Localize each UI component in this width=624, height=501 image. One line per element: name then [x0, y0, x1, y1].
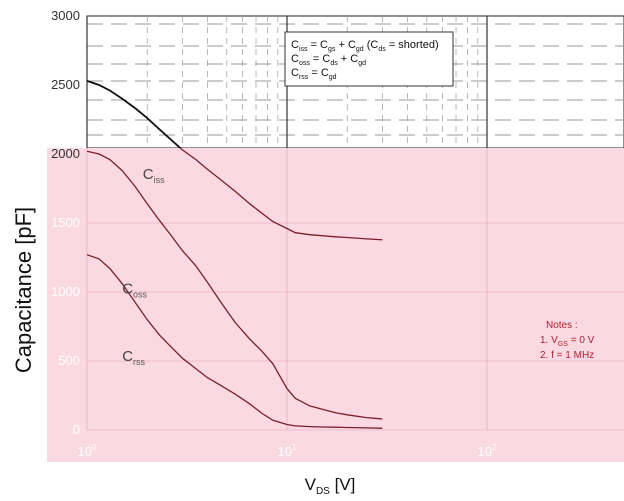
- y-tick-label-0: 0: [73, 422, 80, 437]
- x-tick-label-0: 100: [78, 443, 97, 459]
- note-sub-1-1: GS: [558, 341, 568, 348]
- legend-sub-0-1: iss: [299, 46, 308, 53]
- legend-sub-2-3: gd: [329, 74, 337, 81]
- series-lines: [87, 80, 383, 429]
- series-label-sub-2: rss: [133, 357, 145, 367]
- y-tick-label-4: 2000: [51, 146, 80, 161]
- legend-text-0-0: C: [291, 39, 299, 51]
- x-axis-title-main: V: [305, 475, 317, 494]
- legend-text-0-6: (C: [364, 39, 379, 51]
- series-label-1: Coss: [122, 280, 147, 299]
- legend-sub-0-3: gs: [328, 46, 336, 53]
- legend-text-2-2: = C: [308, 67, 329, 79]
- legend-sub-0-7: ds: [378, 46, 386, 53]
- series-line-upper-0: [87, 80, 182, 148]
- legend-text-1-4: + C: [338, 53, 359, 65]
- legend-sub-1-3: ds: [330, 60, 338, 67]
- legend-sub-0-5: gd: [356, 46, 364, 53]
- legend-line-0: Ciss = Cgs + Cgd (Cds = shorted): [291, 39, 439, 53]
- series-label-sub-1: oss: [133, 289, 148, 299]
- x-tick-base-2: 10: [478, 444, 492, 459]
- series-label-2: Crss: [122, 348, 145, 367]
- y-tick-label-5: 2500: [51, 77, 80, 92]
- series-label-main-0: C: [143, 166, 154, 183]
- legend-text-1-2: = C: [310, 53, 331, 65]
- x-tick-exp-2: 2: [492, 443, 497, 452]
- x-tick-base-1: 10: [278, 444, 292, 459]
- x-tick-label-1: 101: [278, 443, 297, 459]
- series-label-0: Ciss: [143, 166, 165, 185]
- series-label-sub-0: iss: [154, 175, 165, 185]
- y-tick-label-6: 3000: [51, 8, 80, 23]
- note-text-1-0: 1. V: [540, 335, 558, 346]
- y-tick-label-3: 1500: [51, 215, 80, 230]
- note-text-1-2: = 0 V: [568, 335, 595, 346]
- note-line-0: Notes :: [546, 320, 578, 331]
- legend-text-0-8: = shorted): [386, 39, 439, 51]
- series-line-2: [87, 254, 383, 429]
- x-tick-exp-0: 0: [92, 443, 97, 452]
- legend-frame: [284, 31, 454, 87]
- legend-line-2: Crss = Cgd: [291, 67, 337, 81]
- series-label-main-1: C: [122, 280, 133, 297]
- legend-text-1-0: C: [291, 53, 299, 65]
- x-axis-title-sub: DS: [316, 486, 330, 497]
- legend-box: Ciss = Cgs + Cgd (Cds = shorted)Coss = C…: [284, 31, 454, 87]
- x-axis-title-unit: [V]: [330, 475, 356, 494]
- note-text-0-0: Notes :: [546, 320, 578, 331]
- y-tick-label-1: 500: [58, 353, 80, 368]
- series-line-1: [87, 150, 383, 420]
- note-line-1: 1. VGS = 0 V: [540, 335, 595, 348]
- note-line-2: 2. f = 1 MHz: [540, 350, 594, 361]
- legend-sub-2-1: rss: [299, 74, 309, 81]
- x-tick-exp-1: 1: [292, 443, 297, 452]
- series-label-main-2: C: [122, 348, 133, 365]
- legend-sub-1-5: gd: [358, 60, 366, 67]
- legend-text-0-2: = C: [308, 39, 329, 51]
- notes-block: Notes : 1. VGS = 0 V 2. f = 1 MHz: [540, 320, 595, 361]
- y-axis-title: Capacitance [pF]: [11, 207, 36, 373]
- legend-text-0-4: + C: [335, 39, 356, 51]
- legend-sub-1-1: oss: [299, 60, 310, 67]
- x-axis-title: VDS [V]: [305, 475, 356, 497]
- series-line-0: [179, 148, 383, 241]
- x-tick-base-0: 10: [78, 444, 92, 459]
- x-tick-label-2: 102: [478, 443, 497, 459]
- legend-line-1: Coss = Cds + Cgd: [291, 53, 366, 67]
- pink-overlay: [47, 148, 624, 462]
- note-text-2-0: 2. f = 1 MHz: [540, 350, 594, 361]
- y-tick-label-2: 1000: [51, 284, 80, 299]
- legend-text-2-0: C: [291, 67, 299, 79]
